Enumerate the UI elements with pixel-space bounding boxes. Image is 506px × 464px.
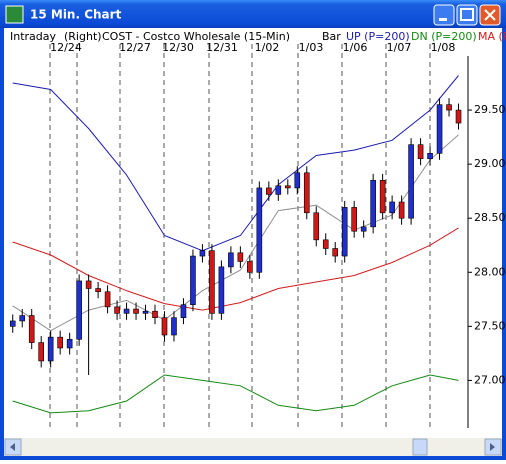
candle-body	[351, 207, 357, 232]
candle-body	[171, 317, 177, 336]
candle-body	[379, 180, 386, 214]
x-tick-label: 12/24	[50, 41, 82, 54]
x-tick-label: 1/07	[387, 41, 412, 54]
x-tick-label: 12/30	[162, 41, 194, 54]
candle-body	[180, 304, 187, 318]
candle-body	[19, 315, 26, 322]
y-tick-label: 27.00	[474, 373, 506, 386]
candle-body	[389, 201, 395, 214]
candle-body	[47, 336, 54, 362]
y-tick-label: 28.50	[474, 211, 506, 224]
candle-body	[313, 212, 320, 241]
x-tick-label: 12/27	[119, 41, 151, 54]
indicator-line	[12, 374, 459, 414]
candle-body	[360, 226, 367, 232]
symbol-label: COST - Costco Wholesale (15-Min)	[102, 30, 290, 43]
candle-body	[256, 187, 263, 273]
candle-body	[398, 201, 405, 219]
candle-body	[228, 252, 234, 268]
candle-body	[370, 180, 376, 228]
candle-body	[152, 310, 158, 318]
candle-body	[427, 153, 433, 160]
candle-body	[275, 185, 282, 195]
candle-body	[247, 261, 253, 273]
candle-body	[408, 144, 414, 219]
candle-body	[436, 104, 443, 154]
chart-area	[4, 28, 502, 456]
y-tick-label: 28.00	[474, 265, 506, 278]
window-icon	[5, 5, 24, 24]
scrollbar[interactable]	[4, 438, 502, 456]
indicator-line	[12, 75, 459, 252]
legend-entry: DN (P=200)	[411, 30, 477, 43]
x-tick-label: 12/31	[206, 41, 238, 54]
candle-body	[341, 207, 348, 257]
candle-body	[95, 288, 101, 293]
candle-body	[28, 315, 35, 343]
candle-body	[294, 172, 301, 189]
minimize-button[interactable]	[433, 4, 455, 26]
candle-body	[199, 250, 206, 257]
maximize-button[interactable]	[456, 4, 478, 26]
candle-body	[237, 252, 244, 262]
candle-body	[85, 280, 92, 289]
candle-body	[104, 291, 111, 308]
legend-entry: MA (P=	[478, 30, 506, 43]
x-tick-label: 1/02	[255, 41, 280, 54]
candle-body	[142, 310, 149, 314]
candle-body	[266, 187, 272, 195]
x-tick-label: 1/03	[299, 41, 324, 54]
x-tick-label: 1/08	[431, 41, 456, 54]
y-tick-label: 27.50	[474, 319, 506, 332]
legend-entry: UP (P=200)	[346, 30, 410, 43]
candle-body	[66, 339, 73, 349]
candle-body	[446, 104, 452, 111]
candle-body	[303, 172, 310, 214]
candle-body	[133, 308, 139, 314]
candle-body	[123, 308, 130, 314]
candle-body	[417, 144, 424, 160]
y-tick-label: 29.00	[474, 157, 506, 170]
candle-body	[455, 109, 462, 124]
y-tick-label: 29.50	[474, 103, 506, 116]
candle-body	[190, 255, 196, 306]
title-bar	[0, 0, 506, 28]
candle-body	[57, 336, 63, 349]
close-button[interactable]	[479, 4, 501, 26]
candle-body	[332, 248, 339, 257]
candle-body	[114, 306, 120, 314]
axis-side-label: (Right)	[64, 30, 102, 43]
candle-body	[209, 250, 215, 314]
candle-body	[9, 320, 16, 327]
candle-body	[322, 239, 329, 249]
mode-label: Intraday	[10, 30, 57, 43]
candle-body	[284, 185, 291, 189]
candle-body	[38, 342, 44, 362]
x-tick-label: 1/06	[343, 41, 368, 54]
candle-body	[76, 280, 82, 340]
candle-body	[161, 317, 168, 336]
window-title: 15 Min. Chart	[30, 8, 122, 22]
candle-body	[218, 266, 225, 314]
price-label: Bar	[322, 30, 341, 43]
